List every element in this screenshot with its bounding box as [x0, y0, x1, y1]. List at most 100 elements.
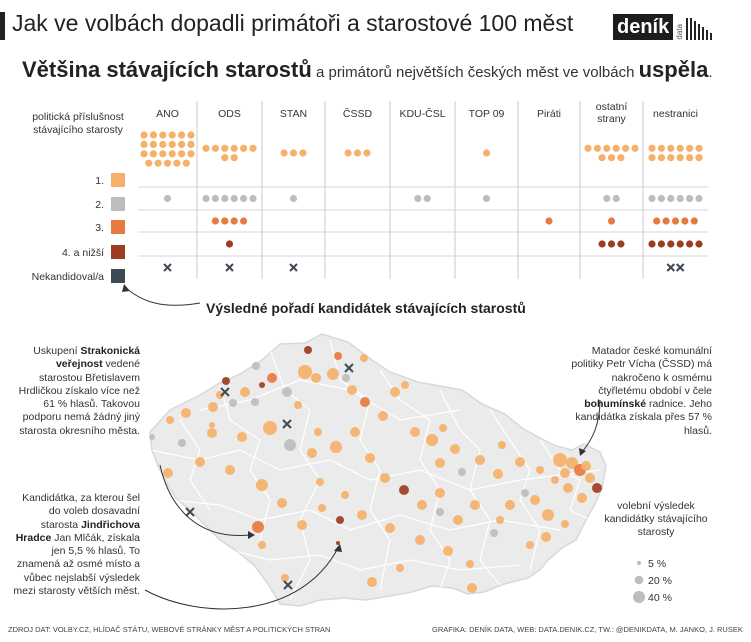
- rank-color-swatch: [111, 197, 125, 211]
- town-result-dot: [297, 520, 307, 530]
- column-header: ČSSD: [343, 107, 373, 120]
- size-legend-circle: [633, 591, 645, 603]
- town-no-candidacy-mark: [282, 419, 292, 429]
- subtitle-bold-1: Většina stávajících starostů: [22, 57, 312, 82]
- mayor-dot: [695, 240, 703, 248]
- mayor-dot: [607, 154, 616, 162]
- mayor-dot: [249, 144, 257, 152]
- mayor-dot: [230, 154, 238, 162]
- mayor-dot: [584, 144, 592, 152]
- mayor-dot: [695, 144, 703, 152]
- row-label: 4. a nižší: [62, 247, 104, 259]
- footer-source: ZDROJ DAT: VOLBY.CZ, HLÍDAČ STÁTU, WEBOV…: [8, 625, 331, 634]
- logo-subtext: data: [675, 24, 685, 40]
- mayor-dot: [607, 240, 616, 248]
- mayor-dot: [163, 194, 172, 203]
- town-result-dot: [390, 387, 400, 397]
- town-result-dot: [385, 523, 395, 533]
- mayor-dot: [607, 217, 616, 225]
- column-header: STAN: [280, 108, 307, 120]
- town-result-dot: [181, 408, 191, 418]
- town-result-dot: [334, 352, 342, 360]
- mayor-dot: [648, 240, 656, 248]
- town-result-dot: [163, 468, 173, 478]
- mayor-dot: [657, 194, 666, 203]
- size-legend-circle: [636, 560, 642, 566]
- bohumin-leader-line: [581, 399, 601, 453]
- footer-credits: GRAFIKA: DENÍK DATA, WEB: DATA.DENIK.CZ,…: [432, 625, 743, 634]
- town-result-dot: [330, 441, 342, 453]
- town-result-dot: [298, 365, 312, 379]
- mayor-dot: [671, 217, 680, 225]
- town-result-dot: [282, 387, 292, 397]
- mayor-dot: [159, 150, 167, 158]
- town-result-dot: [365, 453, 375, 463]
- row-labels: 1. 2. 3. 4. a nižší Nekandidoval/a: [32, 173, 125, 283]
- town-result-dot: [229, 399, 237, 407]
- town-result-dot: [436, 508, 444, 516]
- size-legend-title-line-3: starosty: [638, 526, 676, 538]
- jindrichuv-leader-line: [144, 547, 339, 610]
- town-result-dot: [277, 498, 287, 508]
- subtitle-bold-2: uspěla: [638, 57, 709, 82]
- town-result-dot: [475, 455, 485, 465]
- page-title: Jak ve volbách dopadli primátoři a staro…: [12, 10, 574, 36]
- mayor-dot: [211, 217, 219, 225]
- title-accent-bar: [0, 12, 5, 40]
- town-result-dot: [592, 483, 602, 493]
- town-result-dot: [281, 574, 289, 582]
- mayor-dot: [686, 194, 694, 203]
- mayor-dot: [676, 154, 684, 162]
- town-result-dot: [256, 479, 268, 491]
- column-header: KDU-ČSL: [399, 107, 445, 120]
- mayor-dot: [482, 149, 491, 157]
- mayor-dot: [187, 140, 195, 148]
- town-no-candidacy-mark: [344, 363, 354, 373]
- town-result-dot: [237, 432, 247, 442]
- subtitle: Většina stávajících starostů a primátorů…: [22, 57, 712, 83]
- mayor-dot: [221, 194, 229, 203]
- town-no-candidacy-marks: [185, 363, 354, 590]
- mayor-dot: [414, 194, 422, 203]
- bohumin-arrow-head: [579, 448, 586, 456]
- mayor-dot: [178, 150, 186, 158]
- town-result-dot: [553, 453, 567, 467]
- mayor-dot: [240, 194, 248, 203]
- rank-color-swatch: [111, 269, 125, 283]
- mayor-dot: [676, 240, 684, 248]
- mayor-dot: [617, 154, 625, 162]
- town-result-dot: [415, 535, 425, 545]
- mayor-dot: [695, 154, 703, 162]
- mayor-dot: [657, 240, 666, 248]
- town-result-dot: [450, 444, 460, 454]
- town-result-dot: [336, 541, 340, 545]
- mayor-dot: [163, 159, 172, 167]
- column-headers: ANO ODS STAN ČSSD KDU-ČSL TOP 09 Piráti ostatní…: [156, 101, 698, 125]
- mayor-dot: [681, 217, 689, 225]
- town-result-dot: [515, 457, 525, 467]
- town-result-dot: [526, 541, 534, 549]
- town-result-dot: [498, 441, 506, 449]
- town-result-dot: [396, 564, 404, 572]
- town-result-dot: [439, 424, 447, 432]
- annotation-bohumin: Matador české komunální politiky Petr Ví…: [571, 345, 712, 437]
- mayor-dot: [159, 131, 167, 139]
- caption-arrow: [125, 287, 201, 306]
- mayor-dot: [230, 194, 238, 203]
- mayor-dot: [249, 194, 257, 203]
- town-result-dot: [467, 583, 477, 593]
- mayor-dot: [423, 194, 431, 203]
- mayor-dot: [202, 194, 210, 203]
- mayor-dot: [240, 144, 248, 152]
- town-result-dot: [360, 397, 370, 407]
- row-header-line-1: politická příslušnost: [32, 111, 124, 123]
- town-result-dot: [566, 457, 578, 469]
- size-legend-title-line-2: kandidátky stávajícího: [604, 513, 707, 525]
- mayor-dot: [612, 194, 620, 203]
- mayor-dot: [178, 131, 186, 139]
- caption-arrow-head: [122, 284, 130, 292]
- mayor-dot: [686, 154, 694, 162]
- mayor-dot: [140, 150, 148, 158]
- mayor-dot: [344, 149, 352, 157]
- town-result-dot: [380, 473, 390, 483]
